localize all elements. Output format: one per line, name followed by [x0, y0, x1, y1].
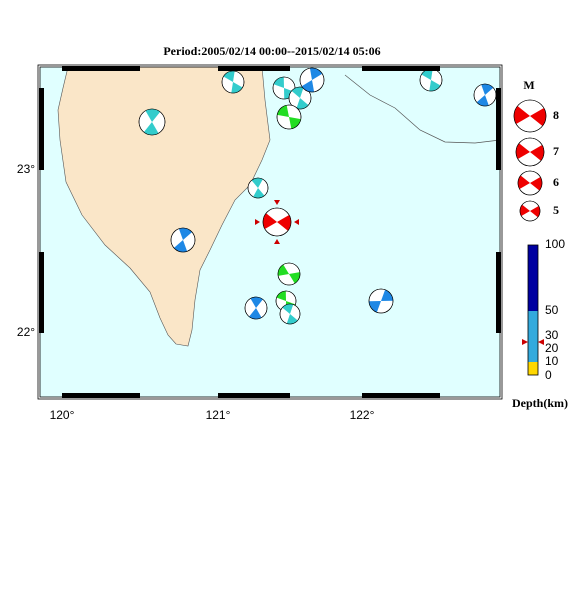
beachball-quadrant	[223, 70, 235, 82]
beachball-quadrant	[301, 80, 315, 93]
beachball-quadrant	[530, 206, 540, 218]
beachball-quadrant	[286, 314, 298, 325]
magnitude-label: 8	[553, 108, 559, 122]
beachball-quadrant	[481, 84, 494, 95]
beachball-outline	[244, 296, 268, 320]
depth-bar	[528, 245, 538, 311]
frame-segment	[62, 66, 140, 71]
frame-segment	[62, 393, 140, 398]
y-tick-label: 22°	[17, 325, 35, 339]
frame-segment	[496, 88, 501, 170]
title: Period:2005/02/14 00:00--2015/02/14 05:0…	[163, 44, 380, 58]
beachball-quadrant	[263, 213, 277, 229]
frame-segment	[496, 252, 501, 333]
beachball-quadrant	[277, 215, 291, 231]
beachball-quadrant	[178, 228, 193, 240]
beachball-quadrant	[251, 178, 263, 188]
x-tick-label: 120°	[50, 408, 75, 422]
x-tick-label: 121°	[206, 408, 231, 422]
beachball-outline	[368, 288, 394, 314]
beachball-outline	[288, 86, 312, 110]
beachball-quadrant	[369, 301, 381, 313]
frame-outline	[37, 64, 503, 400]
beachball-quadrant	[291, 86, 304, 98]
beachball-quadrant	[476, 95, 489, 106]
frame-segment	[39, 88, 44, 170]
beachball-outline	[170, 227, 196, 253]
event-marker	[274, 239, 280, 244]
beachball-quadrant	[514, 105, 530, 124]
beachball-outline	[515, 137, 545, 167]
beachball-outline	[262, 207, 292, 237]
beachball-quadrant	[429, 80, 441, 91]
focal-mechanisms	[138, 67, 547, 325]
beachball-outline	[517, 170, 543, 196]
beachball-quadrant	[282, 304, 294, 314]
depth-label: 30	[545, 328, 559, 342]
map-frame	[37, 64, 503, 400]
beachball-quadrant	[296, 98, 309, 109]
frame-segment	[362, 66, 440, 71]
y-tick-label: 23°	[17, 162, 35, 176]
beachball-quadrant	[284, 88, 295, 99]
depth-title: Depth(km)	[512, 396, 568, 410]
depth-label: 10	[545, 354, 559, 368]
depth-label: 0	[545, 368, 552, 382]
beachball-outline	[513, 99, 547, 133]
depth-label: 50	[545, 303, 559, 317]
magnitude-label: 6	[553, 175, 559, 189]
beachball-quadrant	[530, 108, 546, 127]
beachball-quadrant	[520, 204, 530, 216]
land	[57, 66, 271, 347]
beachball-quadrant	[381, 289, 393, 301]
beachball-quadrant	[231, 82, 243, 93]
frame-segment	[218, 393, 290, 398]
beachball-outline	[138, 108, 166, 136]
event-marker	[294, 219, 299, 225]
depth-bar	[528, 362, 538, 375]
beachball-quadrant	[530, 177, 543, 191]
trench-line	[344, 74, 501, 144]
depth-label: 20	[545, 341, 559, 355]
beachball-quadrant	[309, 68, 323, 80]
depth-bar-frame	[527, 244, 539, 376]
beachball-outline	[277, 262, 301, 286]
magnitude-title: M	[523, 78, 534, 92]
beachball-quadrant	[530, 145, 544, 161]
beachball-quadrant	[421, 69, 433, 80]
beachball-quadrant	[278, 264, 289, 276]
frame-segment	[362, 393, 440, 398]
magnitude-label: 7	[553, 144, 559, 158]
beachball-outline	[247, 177, 269, 199]
beachball-quadrant	[516, 143, 530, 159]
magnitude-label: 5	[553, 203, 559, 217]
frame-segment	[39, 252, 44, 333]
event-marker	[274, 200, 280, 205]
beachball-quadrant	[145, 109, 161, 122]
frame-segment	[218, 66, 290, 71]
depth-marker	[522, 339, 528, 345]
depth-bar	[528, 311, 538, 362]
beachball-quadrant	[518, 175, 530, 189]
beachball-outline	[299, 67, 325, 93]
beachball-quadrant	[249, 308, 262, 320]
beachball-quadrant	[253, 188, 265, 198]
beachball-outline	[519, 200, 541, 222]
event-marker	[255, 219, 260, 225]
beachball-outline	[279, 303, 301, 325]
depth-label: 100	[545, 237, 565, 251]
beachball-quadrant	[250, 297, 263, 308]
beachball-outline	[276, 104, 302, 130]
depth-marker	[538, 339, 544, 345]
beachball-quadrant	[143, 122, 159, 135]
beachball-quadrant	[289, 117, 301, 129]
beachball-quadrant	[273, 77, 284, 88]
beachball-quadrant	[276, 291, 286, 301]
beachball-quadrant	[173, 240, 188, 252]
x-tick-label: 122°	[350, 408, 375, 422]
beachball-quadrant	[277, 105, 289, 117]
beachball-quadrant	[289, 272, 301, 284]
